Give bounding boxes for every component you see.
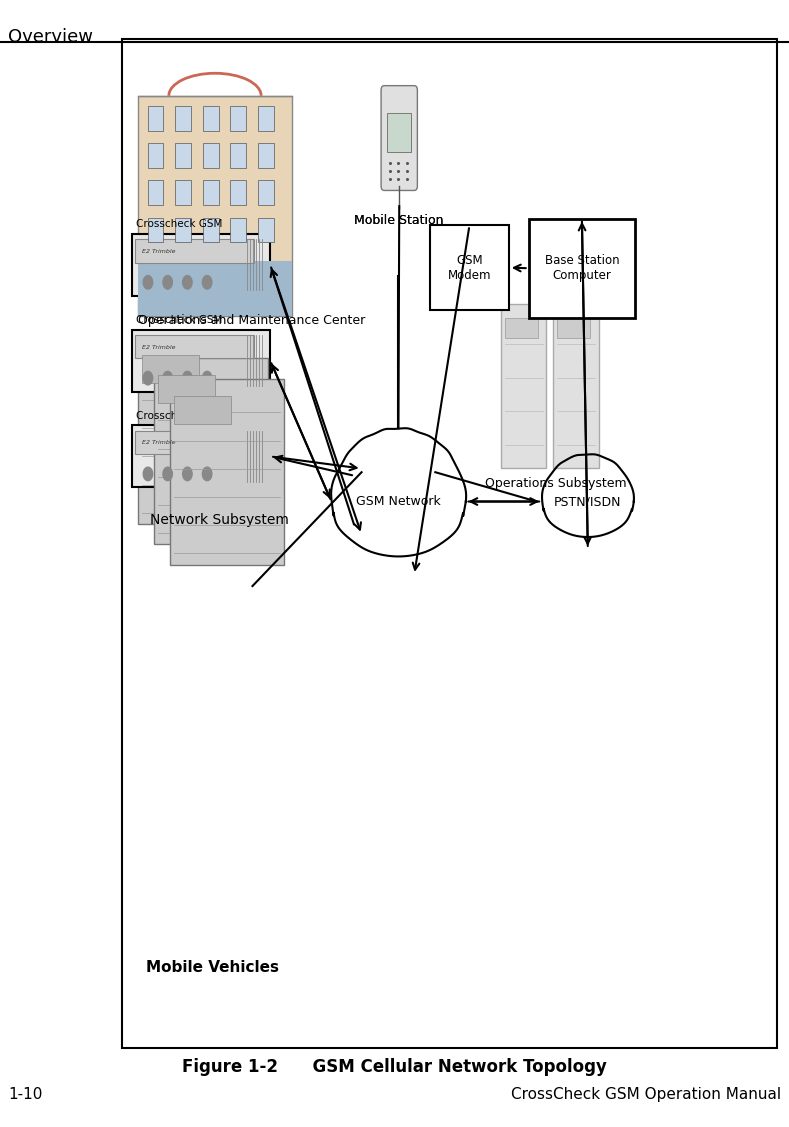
Bar	[203, 180, 219, 205]
FancyBboxPatch shape	[122, 39, 777, 1048]
Circle shape	[163, 467, 173, 480]
Circle shape	[163, 276, 173, 289]
Bar	[148, 218, 163, 242]
Text: Overview: Overview	[8, 28, 93, 46]
Circle shape	[202, 276, 211, 289]
Bar	[557, 318, 590, 338]
Bar	[148, 180, 163, 205]
Text: CrossCheck GSM Operation Manual: CrossCheck GSM Operation Manual	[511, 1088, 781, 1102]
Circle shape	[143, 371, 153, 384]
FancyBboxPatch shape	[430, 225, 509, 310]
Text: Mobile Station: Mobile Station	[353, 214, 443, 228]
Bar	[230, 218, 246, 242]
Bar	[387, 113, 411, 152]
Bar	[138, 260, 292, 316]
Text: Figure 1-2      GSM Cellular Network Topology: Figure 1-2 GSM Cellular Network Topology	[182, 1058, 607, 1076]
Bar	[138, 96, 292, 316]
Bar	[230, 106, 246, 131]
Text: Network Subsystem: Network Subsystem	[150, 514, 289, 527]
Text: GSM Network: GSM Network	[356, 495, 441, 508]
Text: Crosscheck GSM: Crosscheck GSM	[136, 220, 222, 230]
Text: Crosscheck GSM: Crosscheck GSM	[136, 316, 222, 325]
Bar	[138, 338, 252, 524]
Bar	[203, 106, 219, 131]
Circle shape	[202, 467, 211, 480]
FancyBboxPatch shape	[136, 239, 253, 263]
Text: GSM
Modem: GSM Modem	[447, 254, 492, 282]
Polygon shape	[542, 454, 634, 536]
Bar	[501, 304, 547, 468]
Text: E2 Trimble: E2 Trimble	[142, 345, 175, 349]
Bar	[154, 358, 268, 544]
Circle shape	[202, 371, 211, 384]
Text: E2 Trimble: E2 Trimble	[142, 441, 175, 445]
Text: Crosscheck GSM: Crosscheck GSM	[136, 411, 222, 421]
FancyBboxPatch shape	[529, 219, 635, 318]
Bar	[203, 143, 219, 168]
Bar	[175, 106, 191, 131]
Text: Base Station
Computer: Base Station Computer	[544, 255, 619, 282]
Bar	[505, 318, 538, 338]
Circle shape	[143, 467, 153, 480]
Bar	[230, 143, 246, 168]
Bar	[174, 396, 230, 424]
Bar	[258, 143, 274, 168]
FancyBboxPatch shape	[136, 335, 253, 358]
Bar	[148, 106, 163, 131]
FancyBboxPatch shape	[132, 425, 270, 487]
Bar	[148, 143, 163, 168]
Text: 1-10: 1-10	[8, 1088, 43, 1102]
Bar	[175, 218, 191, 242]
Text: Operations and Maintenance Center: Operations and Maintenance Center	[138, 313, 365, 327]
Bar	[203, 218, 219, 242]
Text: E2 Trimble: E2 Trimble	[142, 249, 175, 254]
Circle shape	[182, 467, 193, 480]
Polygon shape	[331, 428, 466, 557]
Text: Mobile Vehicles: Mobile Vehicles	[146, 960, 279, 975]
Bar	[230, 180, 246, 205]
Text: PSTN/ISDN: PSTN/ISDN	[554, 495, 622, 508]
Bar	[175, 180, 191, 205]
Bar	[175, 143, 191, 168]
Bar	[258, 218, 274, 242]
FancyBboxPatch shape	[132, 233, 270, 295]
Bar	[258, 180, 274, 205]
FancyBboxPatch shape	[136, 431, 253, 454]
FancyBboxPatch shape	[381, 86, 417, 190]
Bar	[158, 375, 215, 403]
Bar	[170, 379, 284, 565]
FancyBboxPatch shape	[132, 329, 270, 391]
Circle shape	[143, 276, 153, 289]
Text: Operations Subsystem: Operations Subsystem	[485, 477, 626, 490]
Bar	[258, 106, 274, 131]
Circle shape	[182, 276, 193, 289]
Bar	[142, 355, 199, 383]
Circle shape	[182, 371, 193, 384]
Bar	[553, 304, 599, 468]
Circle shape	[163, 371, 173, 384]
Text: Mobile Station: Mobile Station	[353, 214, 443, 228]
